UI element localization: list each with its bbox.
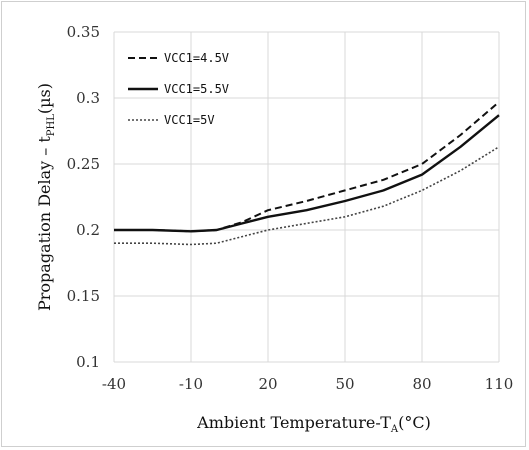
legend-label: VCC1=5.5V — [164, 82, 229, 96]
y-tick-label: 0.15 — [67, 287, 100, 305]
series-line-2 — [114, 114, 500, 233]
legend-label: VCC1=4.5V — [164, 51, 229, 65]
x-axis-title: Ambient Temperature-TA(°C) — [196, 413, 431, 435]
legend-label: VCC1=5V — [164, 113, 215, 127]
x-tick-label: 110 — [485, 375, 514, 393]
y-tick-label: 0.25 — [67, 155, 100, 173]
series-lines — [114, 101, 500, 246]
x-tick-label: -10 — [179, 375, 203, 393]
x-tick-labels: -40 -10 20 50 80 110 — [102, 375, 513, 393]
x-tick-label: -40 — [102, 375, 126, 393]
y-tick-label: 0.2 — [76, 221, 100, 239]
y-axis-title: Propagation Delay – tPHL(µs) — [35, 83, 57, 311]
x-tick-label: 20 — [258, 375, 277, 393]
x-tick-label: 80 — [412, 375, 431, 393]
gridlines — [113, 31, 500, 363]
y-tick-label: 0.35 — [67, 23, 100, 41]
y-tick-label: 0.3 — [76, 89, 100, 107]
legend: VCC1=4.5V VCC1=5.5V VCC1=5V — [128, 51, 229, 127]
y-tick-label: 0.1 — [76, 353, 100, 371]
y-tick-labels: 0.1 0.15 0.2 0.25 0.3 0.35 — [67, 23, 100, 371]
x-tick-label: 50 — [335, 375, 354, 393]
